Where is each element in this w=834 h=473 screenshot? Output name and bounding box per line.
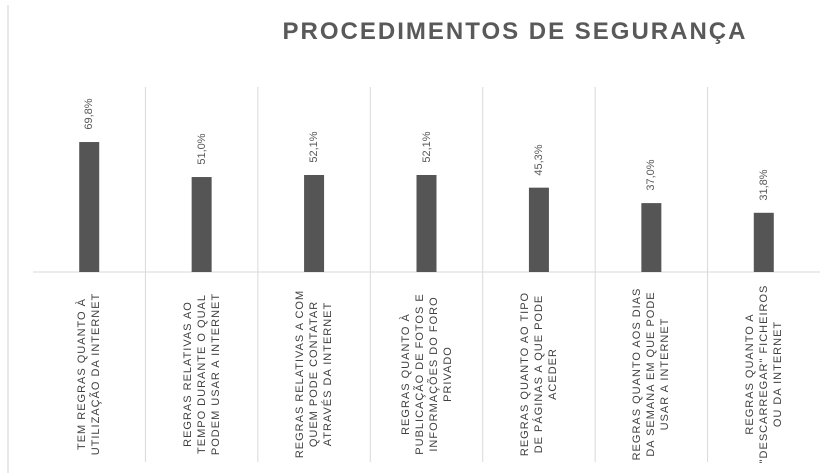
value-label: 45,3%: [532, 144, 545, 176]
x-tick-label: REGRAS QUANTO A "DESCARREGAR" FICHEIROS …: [743, 284, 784, 464]
x-tick-label: REGRAS RELATIVAS AO TEMPO DURANTE O QUAL…: [181, 292, 222, 456]
bar: [753, 212, 774, 272]
value-label: 37,0%: [645, 159, 658, 191]
chart-title: PROCEDIMENTOS DE SEGURANÇA: [282, 18, 748, 45]
value-label: 31,8%: [757, 169, 770, 201]
x-tick-label: REGRAS QUANTO AOS DIAS DA SEMANA EM QUE …: [631, 287, 672, 461]
x-tick-label: TEM REGRAS QUANTO À UTILIZAÇÃO DA INTERN…: [76, 292, 103, 456]
bar: [416, 174, 437, 272]
bar: [304, 174, 325, 272]
value-label: 52,1%: [420, 131, 433, 163]
bar: [191, 177, 212, 272]
value-label: 51,0%: [195, 133, 208, 165]
bar: [641, 203, 662, 272]
value-label: 69,8%: [83, 98, 96, 130]
bar: [528, 187, 549, 272]
x-tick-label: REGRAS QUANTO AO TIPO DE PÁGINAS A QUE P…: [518, 291, 559, 457]
value-label: 52,1%: [308, 131, 321, 163]
x-tick-label: REGRAS RELATIVAS A COM QUEM PODE CONTATA…: [294, 289, 335, 459]
x-tick-label: REGRAS QUANTO À PUBLICAÇÃO DE FOTOS E IN…: [399, 293, 454, 455]
bar: [79, 142, 100, 272]
